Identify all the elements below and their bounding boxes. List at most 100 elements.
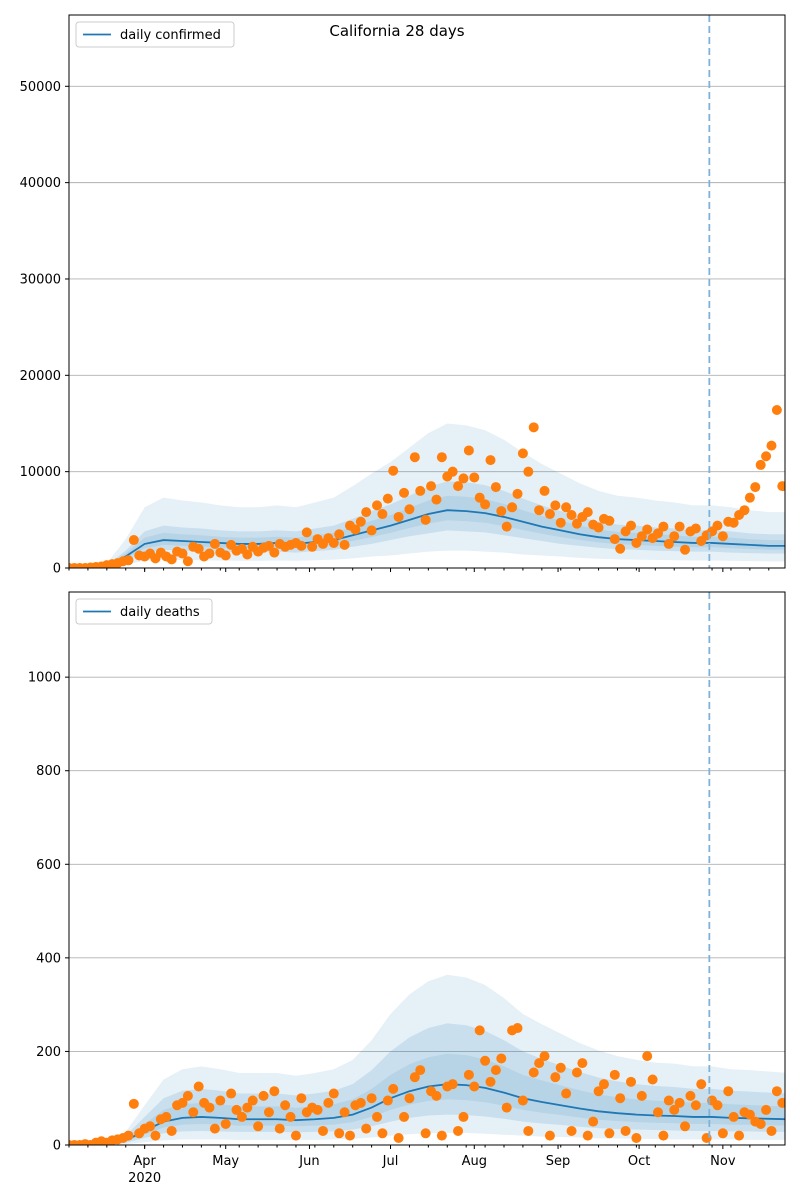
observed-point [555,1062,566,1073]
observed-point [690,523,701,534]
observed-point [150,1130,161,1141]
observed-point [177,548,188,559]
observed-point [372,500,383,511]
observed-point [609,1069,620,1080]
x-tick-label: May [212,1154,239,1169]
plot-area [69,405,785,568]
observed-point [636,531,647,542]
observed-point [571,518,582,529]
observed-point [188,1107,199,1118]
observed-point [388,1083,399,1094]
observed-point [382,493,393,504]
observed-point [528,1067,539,1078]
observed-point [161,1111,172,1122]
observed-point [366,525,377,536]
observed-point [128,535,139,546]
y-tick-label: 600 [36,858,61,873]
observed-point [653,528,664,539]
observed-point [512,488,523,499]
observed-point [253,1121,264,1132]
observed-point [777,1097,785,1108]
observed-point [771,1086,782,1097]
observed-point [771,405,782,415]
observed-point [761,1104,772,1115]
observed-point [539,485,550,496]
observed-point [766,440,777,451]
outer-band [69,423,785,568]
x-tick-label: Oct [628,1154,650,1169]
observed-point [480,499,491,510]
observed-point [463,445,474,456]
chart-title: California 28 days [329,22,464,40]
observed-point [334,529,345,540]
y-tick-label: 50000 [20,80,61,95]
confirmed-panel: 0 10000 20000 30000 40000 50000 daily confirme… [20,14,786,577]
observed-point [312,1104,323,1115]
observed-point [496,506,507,517]
observed-point [420,1128,431,1139]
observed-point [517,448,528,459]
x-year-label: 2020 [128,1171,161,1186]
observed-point [761,451,772,462]
observed-point [734,1130,745,1141]
x-tick-label: Jul [382,1154,399,1169]
y-tick-label: 800 [36,764,61,779]
observed-point [750,482,761,493]
observed-point [658,521,669,532]
y-tick-label: 0 [53,1139,61,1154]
observed-point [263,540,274,551]
y-tick-label: 0 [53,562,61,577]
observed-point [236,1111,247,1122]
observed-point [393,511,404,522]
x-tick-label: Sep [546,1154,571,1169]
observed-point [474,1025,485,1036]
observed-point [561,502,572,513]
observed-point [625,1076,636,1087]
observed-point [598,1079,609,1090]
observed-point [453,1125,464,1136]
observed-point [182,1090,193,1101]
deaths-panel: 0 200 400 600 800 1000 Apr May Jun Jul Aug Sep Oct No… [28,591,786,1186]
observed-point [517,1095,528,1106]
observed-point [415,485,426,496]
observed-point [480,1055,491,1066]
observed-point [145,1121,156,1132]
observed-point [669,531,680,542]
core-band [69,495,785,568]
observed-point [636,1090,647,1101]
observed-point [712,520,723,531]
legend: daily deaths [75,598,213,625]
plot-area [69,974,785,1145]
observed-point [609,534,620,545]
observed-point [550,500,561,511]
observed-point [777,481,785,492]
observed-point [290,1130,301,1141]
observed-point [528,422,539,433]
observed-point [220,1118,231,1129]
observed-point [615,1093,626,1104]
observed-point [523,466,534,477]
observed-point [355,1097,366,1108]
observed-point [588,1116,599,1127]
observed-point [463,1069,474,1080]
observed-point [507,502,518,513]
observed-point [458,473,469,484]
y-tick-label: 1000 [28,671,61,686]
observed-point [361,1123,372,1134]
observed-point [372,1111,383,1122]
observed-point [582,507,593,518]
observed-point [512,1023,523,1034]
observed-point [128,1098,139,1109]
observed-point [388,465,399,476]
observed-point [193,1081,204,1092]
observed-point [555,517,566,528]
observed-point [366,1093,377,1104]
observed-point [215,1095,226,1106]
observed-point [204,1102,215,1113]
y-tick-label: 40000 [20,176,61,191]
observed-point [382,1095,393,1106]
observed-point [307,541,318,552]
observed-point [166,1125,177,1136]
x-tick-label: Aug [462,1154,487,1169]
observed-point [696,1079,707,1090]
